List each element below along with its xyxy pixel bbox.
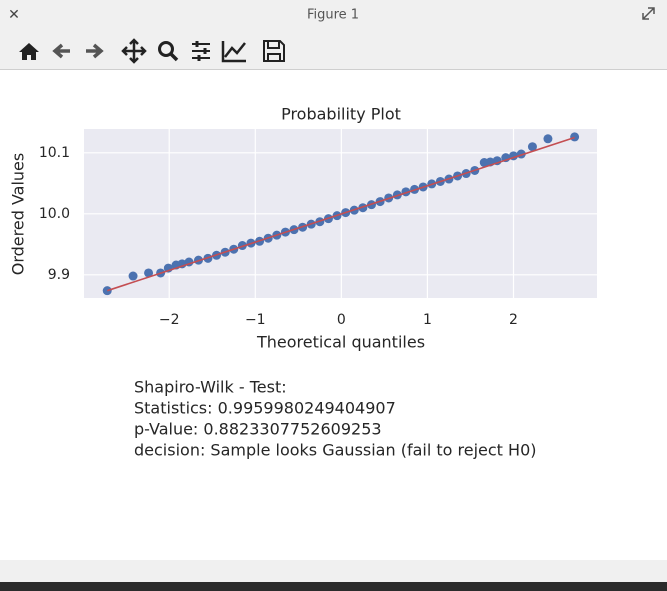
maximize-button[interactable] bbox=[642, 7, 655, 20]
zoom-handle bbox=[169, 52, 179, 62]
y-tick-label: 10.0 bbox=[39, 206, 70, 222]
title-bar bbox=[0, 0, 667, 30]
forward-button[interactable] bbox=[86, 43, 104, 59]
chart-title: Probability Plot bbox=[281, 105, 401, 124]
axes-button[interactable] bbox=[221, 41, 246, 63]
x-tick-label: 2 bbox=[509, 312, 518, 328]
zoom-button[interactable] bbox=[158, 41, 174, 57]
configure-knobs bbox=[195, 41, 207, 61]
close-button[interactable]: ✕ bbox=[8, 7, 20, 23]
status-bar bbox=[0, 560, 667, 582]
configure-button[interactable] bbox=[192, 43, 210, 59]
x-tick-label: 0 bbox=[337, 312, 346, 328]
x-tick-label: −1 bbox=[245, 312, 266, 328]
stats-text: p-Value: 0.8823307752609253 bbox=[134, 420, 382, 439]
y-tick-label: 9.9 bbox=[48, 267, 70, 283]
x-tick-label: 1 bbox=[423, 312, 432, 328]
stats-text: Statistics: 0.9959980249404907 bbox=[134, 399, 396, 418]
home-button[interactable] bbox=[19, 43, 39, 60]
stats-text: decision: Sample looks Gaussian (fail to… bbox=[134, 441, 536, 460]
data-point bbox=[128, 271, 138, 281]
figure: −2 −1 0 1 2 9.9 10.0 10.1 bbox=[39, 129, 597, 328]
pan-button[interactable] bbox=[121, 38, 147, 64]
back-button[interactable] bbox=[52, 43, 70, 59]
y-tick-label: 10.1 bbox=[39, 145, 70, 161]
fit-line bbox=[106, 136, 575, 292]
y-axis-label: Ordered Values bbox=[9, 153, 28, 275]
x-axis-label: Theoretical quantiles bbox=[256, 333, 425, 352]
data-point bbox=[527, 142, 537, 152]
data-point bbox=[543, 134, 553, 144]
toolbar bbox=[0, 30, 667, 70]
stats-text: Shapiro-Wilk - Test: bbox=[134, 378, 287, 397]
data-point bbox=[570, 132, 580, 142]
data-point bbox=[144, 268, 154, 278]
save-button[interactable] bbox=[263, 40, 285, 62]
x-tick-label: −2 bbox=[159, 312, 180, 328]
window-title: Figure 1 bbox=[307, 8, 359, 23]
